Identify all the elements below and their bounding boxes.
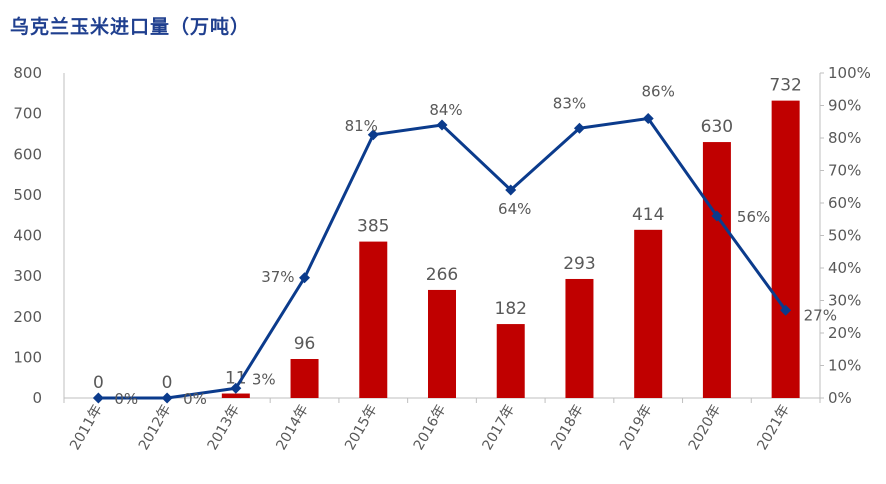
bar-label: 11 xyxy=(225,369,247,389)
y-right-tick-label: 30% xyxy=(828,292,861,310)
line-point xyxy=(299,272,311,284)
x-tick-label: 2013年 xyxy=(205,402,244,453)
bar-label: 414 xyxy=(632,205,664,225)
y-right-tick-label: 10% xyxy=(828,357,861,375)
y-left-tick-label: 100 xyxy=(13,348,42,366)
bar xyxy=(428,289,456,398)
bar-label: 0 xyxy=(93,373,104,393)
y-right-tick-label: 100% xyxy=(828,64,871,82)
x-tick-label: 2019年 xyxy=(617,402,656,453)
y-left-tick-label: 400 xyxy=(13,227,42,245)
line-label: 83% xyxy=(553,94,586,112)
y-right-tick-label: 40% xyxy=(828,259,861,277)
line-point xyxy=(230,382,242,394)
line-label: 3% xyxy=(252,370,276,388)
bar-label: 293 xyxy=(563,254,595,274)
bar xyxy=(221,393,250,398)
bar-label: 732 xyxy=(769,76,801,96)
bar-label: 96 xyxy=(294,334,316,354)
line-label: 81% xyxy=(345,117,378,135)
bar xyxy=(290,359,319,398)
x-tick-label: 2015年 xyxy=(342,402,381,453)
line-label: 37% xyxy=(261,268,294,286)
line-point xyxy=(367,129,379,141)
line-label: 64% xyxy=(498,200,531,218)
x-tick-label: 2014年 xyxy=(273,402,312,453)
x-tick-label: 2011年 xyxy=(67,402,106,453)
bar xyxy=(496,324,525,398)
line-label: 27% xyxy=(804,306,837,324)
line-label: 86% xyxy=(642,83,675,101)
bar-label: 0 xyxy=(162,373,173,393)
bar xyxy=(359,241,388,398)
y-right-tick-label: 50% xyxy=(828,227,861,245)
x-tick-label: 2016年 xyxy=(411,402,450,453)
y-right-tick-label: 70% xyxy=(828,162,861,180)
y-left-tick-label: 500 xyxy=(13,186,42,204)
y-left-tick-label: 300 xyxy=(13,267,42,285)
line-point xyxy=(436,119,448,131)
y-left-tick-label: 800 xyxy=(13,64,42,82)
line-label: 56% xyxy=(737,208,770,226)
y-left-tick-label: 200 xyxy=(13,308,42,326)
bar-label: 266 xyxy=(426,265,458,285)
y-left-tick-label: 700 xyxy=(13,105,42,123)
y-right-tick-label: 20% xyxy=(828,324,861,342)
bar xyxy=(565,278,594,398)
bar-label: 182 xyxy=(495,299,527,319)
line-label: 0% xyxy=(114,390,138,408)
y-right-tick-label: 90% xyxy=(828,97,861,115)
x-tick-label: 2020年 xyxy=(686,402,725,453)
chart-title: 乌克兰玉米进口量（万吨） xyxy=(10,16,251,38)
line-point xyxy=(780,304,792,316)
line-label: 84% xyxy=(429,101,462,119)
line-label: 0% xyxy=(183,390,207,408)
bar xyxy=(634,229,663,398)
x-tick-label: 2021年 xyxy=(754,402,793,453)
y-right-tick-label: 60% xyxy=(828,194,861,212)
line-point xyxy=(573,122,585,134)
bar-label: 385 xyxy=(357,217,389,237)
bar xyxy=(771,100,800,398)
line-point xyxy=(642,113,654,124)
line-point xyxy=(711,210,723,222)
bar-label: 630 xyxy=(701,117,733,137)
y-left-tick-label: 600 xyxy=(13,145,42,163)
line-point xyxy=(505,184,517,196)
line-point xyxy=(161,392,173,404)
y-right-tick-label: 0% xyxy=(828,389,852,407)
line-point xyxy=(92,392,104,404)
x-tick-label: 2012年 xyxy=(136,402,175,453)
bar xyxy=(702,142,731,398)
x-tick-label: 2018年 xyxy=(548,402,587,453)
x-tick-label: 2017年 xyxy=(480,402,519,453)
y-right-tick-label: 80% xyxy=(828,129,861,147)
y-left-tick-label: 0 xyxy=(32,389,42,407)
